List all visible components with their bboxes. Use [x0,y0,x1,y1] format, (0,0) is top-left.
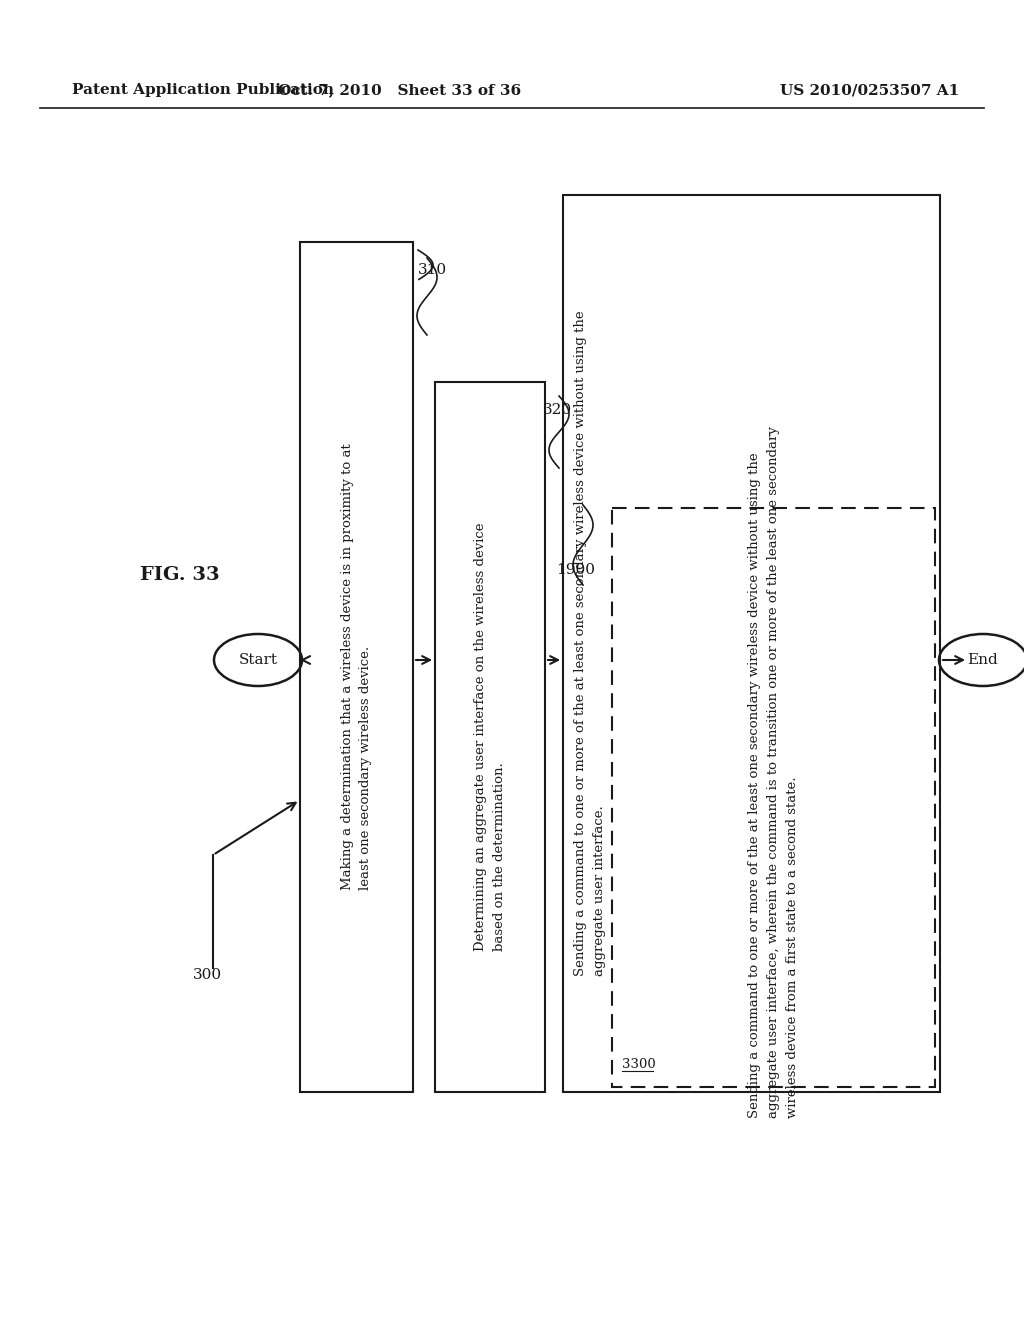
Text: Oct. 7, 2010   Sheet 33 of 36: Oct. 7, 2010 Sheet 33 of 36 [279,83,521,96]
Text: Sending a command to one or more of the at least one secondary wireless device w: Sending a command to one or more of the … [574,310,606,977]
Text: 1900: 1900 [556,564,596,577]
Bar [435,381,545,1092]
Text: Sending a command to one or more of the at least one secondary wireless device w: Sending a command to one or more of the … [748,426,799,1118]
Bar [563,195,940,1092]
Bar [612,508,935,1086]
Text: Making a determination that a wireless device is in proximity to at
least one se: Making a determination that a wireless d… [341,444,373,891]
Text: Start: Start [239,653,278,667]
Text: FIG. 33: FIG. 33 [140,566,219,583]
Text: 320: 320 [543,403,571,417]
Bar [300,242,413,1092]
Text: 3300: 3300 [622,1059,655,1072]
Text: End: End [968,653,998,667]
Text: Determining an aggregate user interface on the wireless device
based on the dete: Determining an aggregate user interface … [474,523,506,952]
Text: Patent Application Publication: Patent Application Publication [72,83,334,96]
Text: 310: 310 [418,263,446,277]
Text: US 2010/0253507 A1: US 2010/0253507 A1 [780,83,959,96]
Text: 300: 300 [193,968,222,982]
